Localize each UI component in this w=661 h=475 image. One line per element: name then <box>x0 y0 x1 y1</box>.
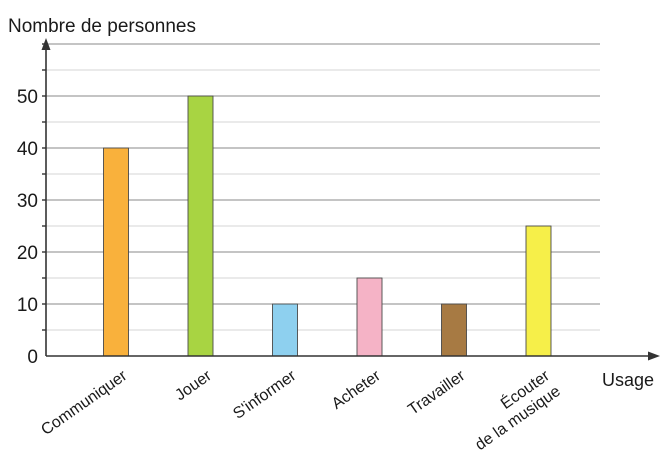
bar <box>187 95 214 357</box>
x-category-label: Communiquer <box>38 367 131 439</box>
y-tick-labels: 0 10 20 30 40 50 <box>17 87 38 368</box>
category-label-line: Jouer <box>172 367 215 404</box>
y-tick-label: 40 <box>17 139 38 160</box>
bar <box>441 303 467 357</box>
x-category-label: Acheter <box>329 367 384 413</box>
bar <box>356 277 383 357</box>
bar <box>272 303 298 357</box>
x-axis-title: Usage <box>602 370 654 390</box>
x-axis-arrow-icon <box>648 351 660 361</box>
x-category-label: Jouer <box>172 367 215 404</box>
bars <box>103 95 552 357</box>
y-tick-label: 30 <box>17 191 38 212</box>
y-tick-label: 0 <box>27 347 38 368</box>
category-label-line: Acheter <box>329 367 384 413</box>
category-label-line: Communiquer <box>38 367 131 439</box>
y-tick-label: 10 <box>17 295 38 316</box>
bar <box>103 147 129 357</box>
y-tick-label: 50 <box>17 87 38 108</box>
category-label-line: S'informer <box>230 367 300 423</box>
x-category-label: Écouterde la musique <box>460 365 564 454</box>
y-axis-title: Nombre de personnes <box>8 16 196 37</box>
x-category-label: Travailler <box>405 367 469 419</box>
y-axis-arrow-icon <box>41 38 51 50</box>
y-tick-label: 20 <box>17 243 38 264</box>
category-label-line: Travailler <box>405 367 469 419</box>
bar <box>525 225 552 357</box>
x-category-label: S'informer <box>230 367 300 423</box>
x-category-labels: Communiquer Jouer S'informer Acheter Travail… <box>38 365 564 454</box>
gridlines <box>42 43 600 331</box>
